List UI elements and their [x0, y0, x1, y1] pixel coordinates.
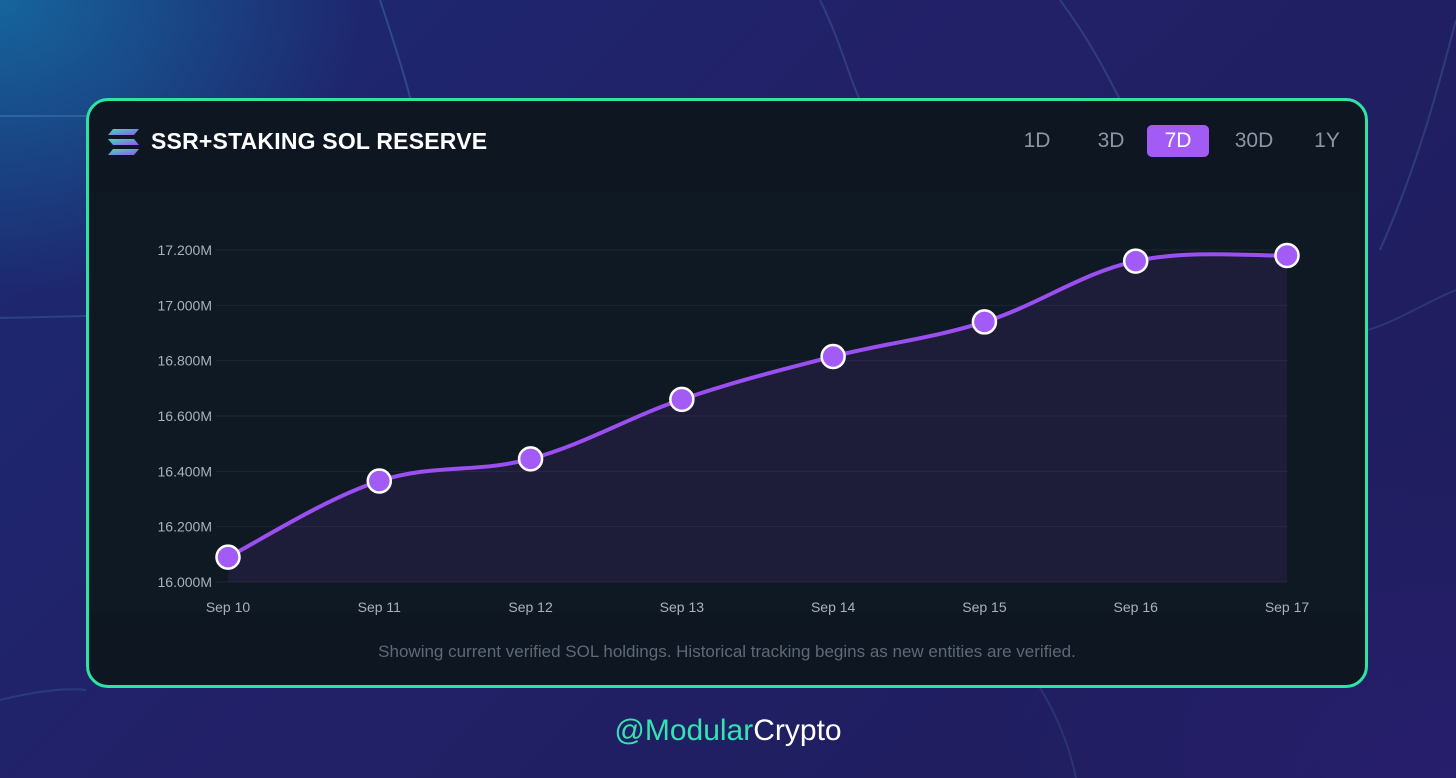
y-tick-label: 17.200M — [158, 242, 212, 258]
data-point — [366, 468, 393, 494]
x-tick-label: Sep 10 — [206, 599, 251, 615]
data-point — [669, 386, 695, 413]
chart-title: SSR+STAKING SOL RESERVE — [151, 128, 488, 154]
handle-prefix: @Modular — [614, 714, 754, 747]
y-tick-label: 17.000M — [158, 297, 212, 313]
range-selector: 1D 3D 7D 30D 1Y — [1017, 125, 1347, 157]
data-points — [215, 242, 1300, 570]
x-tick-label: Sep 11 — [358, 599, 402, 615]
x-tick-label: Sep 16 — [1114, 599, 1159, 615]
handle-suffix: Crypto — [753, 714, 842, 747]
card-header: SSR+STAKING SOL RESERVE 1D 3D 7D 30D 1Y — [89, 101, 1365, 181]
x-tick-label: Sep 15 — [962, 599, 1007, 615]
range-3d-button[interactable]: 3D — [1097, 129, 1125, 152]
grid-lines — [216, 249, 1287, 583]
range-1d-button[interactable]: 1D — [1023, 129, 1051, 152]
chart-card: SSR+STAKING SOL RESERVE 1D 3D 7D 30D 1Y … — [86, 98, 1368, 688]
x-tick-label: Sep 17 — [1265, 599, 1310, 615]
data-point — [820, 343, 846, 370]
range-7d-button[interactable]: 7D — [1147, 125, 1209, 157]
data-point — [215, 544, 241, 570]
series-area — [228, 254, 1287, 582]
y-axis-ticks: 16.000M 16.200M 16.400M 16.600M 16.800M 17.00… — [158, 242, 212, 590]
solana-logo-icon — [108, 129, 139, 155]
chart-footnote: Showing current verified SOL holdings. H… — [378, 642, 1076, 661]
data-point — [1274, 242, 1300, 269]
plot-area — [89, 193, 1365, 613]
y-tick-label: 16.800M — [158, 353, 212, 369]
data-point — [971, 309, 998, 335]
y-tick-label: 16.600M — [158, 408, 212, 424]
data-point — [517, 446, 544, 472]
line-chart: 16.000M 16.200M 16.400M 16.600M 16.800M 17.00… — [89, 193, 1365, 615]
y-tick-label: 16.400M — [158, 463, 212, 479]
data-point — [1122, 248, 1149, 274]
range-30d-button[interactable]: 30D — [1234, 129, 1274, 152]
y-tick-label: 16.200M — [158, 519, 212, 535]
area-fill — [228, 254, 1287, 582]
x-tick-label: Sep 14 — [811, 599, 856, 615]
x-tick-label: Sep 12 — [508, 599, 553, 615]
x-tick-label: Sep 13 — [660, 599, 705, 615]
x-axis-ticks: Sep 10 Sep 11 Sep 12 Sep 13 Sep 14 Sep 15 Sep … — [206, 599, 1310, 615]
range-1y-button[interactable]: 1Y — [1314, 129, 1340, 152]
y-tick-label: 16.000M — [158, 574, 212, 590]
author-handle: @ModularCrypto — [0, 714, 1456, 748]
